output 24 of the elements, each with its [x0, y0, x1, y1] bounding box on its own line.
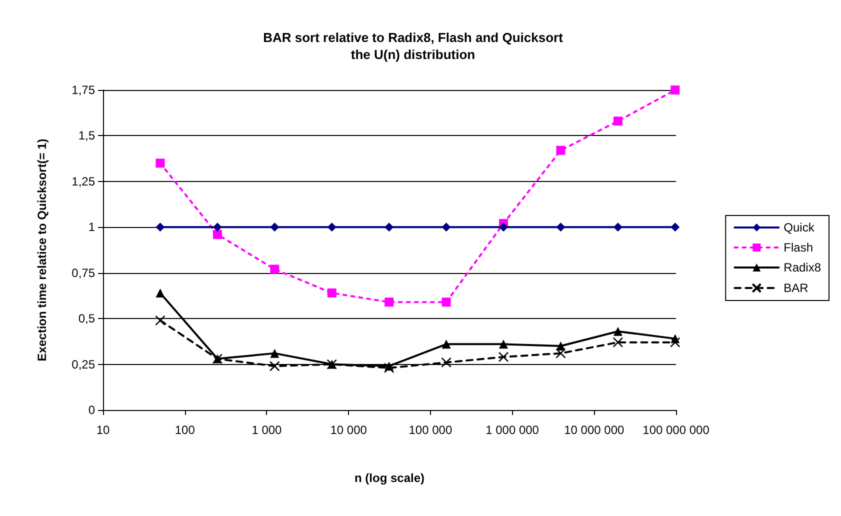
- chart-title: BAR sort relative to Radix8, Flash and Quicksort: [263, 30, 564, 45]
- x-tick-label: 1 000: [252, 423, 282, 437]
- y-tick-label: 1: [88, 220, 96, 234]
- y-tick-label: 1,75: [72, 83, 96, 97]
- y-tick-label: 1,25: [72, 174, 96, 188]
- chart-subtitle: the U(n) distribution: [350, 47, 476, 62]
- x-tick-label: 100 000 000: [642, 423, 710, 437]
- x-tick-label: 100: [174, 423, 196, 437]
- y-tick-label: 0,75: [72, 266, 96, 280]
- x-tick-label: 10: [96, 423, 110, 437]
- legend-label: BAR: [784, 281, 809, 295]
- x-axis-title: n (log scale): [354, 471, 425, 485]
- x-tick-label: 10 000 000: [564, 423, 624, 437]
- legend-label: Flash: [784, 240, 813, 254]
- x-tick-label: 10 000: [330, 423, 368, 437]
- y-tick-label: 0: [88, 403, 96, 417]
- y-tick-label: 0,25: [72, 357, 96, 372]
- legend-label: Radix8: [784, 260, 822, 274]
- y-tick-label: 1,5: [78, 128, 96, 143]
- legend-label: Quick: [784, 220, 816, 234]
- x-tick-label: 1 000 000: [486, 423, 540, 437]
- x-tick-label: 100 000: [408, 423, 452, 437]
- y-tick-label: 0,5: [78, 312, 96, 326]
- y-axis-title: Exection time relatice to Quicksort(= 1): [35, 138, 49, 362]
